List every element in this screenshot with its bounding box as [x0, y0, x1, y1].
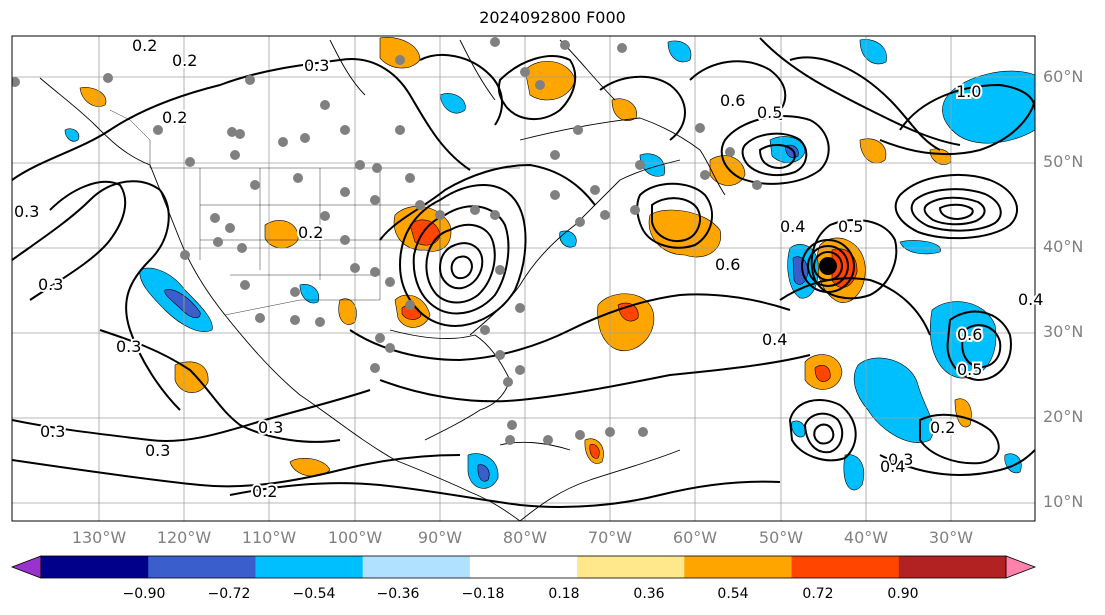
- colorbar-left-extend: [10, 555, 42, 579]
- lon-label: 130°W: [71, 528, 127, 547]
- colorbar-tick-label: 0.18: [548, 586, 580, 602]
- contour-label: 0.2: [758, 105, 783, 124]
- colorbar-right-extend: [1005, 555, 1037, 579]
- lat-label: 40°N: [1043, 237, 1084, 256]
- lon-label: 100°W: [327, 528, 383, 547]
- colorbar-cell: [898, 556, 1007, 578]
- contour-label: 1.0: [956, 82, 981, 101]
- contour-label: 0.5: [757, 103, 782, 122]
- contour-labels: 0.2 0.2 0.3 0.2 0.3 0.3 0.3 0.2 0.3 0.2 …: [12, 34, 1045, 503]
- lon-label: 120°W: [156, 528, 212, 547]
- contour-label: 0.2: [298, 223, 323, 242]
- colorbar-cell: [148, 556, 256, 578]
- contour-label: 0.4: [880, 457, 905, 476]
- contour-label: 0.4: [780, 217, 805, 236]
- colorbar-cell: [41, 556, 149, 578]
- contour-label: 0.2: [132, 36, 157, 55]
- colorbar-cells: [41, 556, 1007, 578]
- contour-label: 0.3: [145, 441, 170, 460]
- cyclone-center: [801, 239, 855, 293]
- colorbar-tick-label: 0.54: [717, 586, 749, 602]
- map-content: [12, 36, 1035, 521]
- contour-label: 0.2: [252, 482, 277, 501]
- lat-label: 50°N: [1043, 152, 1084, 171]
- contour-label: 0.3: [304, 56, 329, 75]
- lon-label: 110°W: [241, 528, 297, 547]
- colorbar-tick-label: −0.18: [461, 586, 505, 602]
- graticule: [12, 36, 1035, 521]
- lon-label: 30°W: [928, 528, 974, 547]
- colorbar-cell: [255, 556, 364, 578]
- lon-label: 60°W: [672, 528, 718, 547]
- colorbar-cell: [791, 556, 900, 578]
- lon-label: 90°W: [417, 528, 463, 547]
- colorbar-tick-label: 0.90: [887, 586, 919, 602]
- contour-label: 0.6: [720, 91, 745, 110]
- station-dots: [12, 37, 762, 445]
- lon-label: 40°W: [843, 528, 889, 547]
- contour-label: 0.5: [957, 360, 982, 379]
- contour-label: 0.6: [957, 325, 982, 344]
- contour-label: 0.2: [930, 418, 955, 437]
- contour-label: 0.3: [116, 337, 141, 356]
- map-title: 2024092800 F000: [479, 8, 626, 27]
- contour-label: 0.2: [172, 51, 197, 70]
- colorbar-cell: [362, 556, 471, 578]
- lat-label: 60°N: [1043, 67, 1084, 86]
- lon-label: 50°W: [758, 528, 804, 547]
- colorbar-tick-label: 0.36: [633, 586, 665, 602]
- colorbar-frame: [40, 555, 1007, 579]
- colorbar-cell: [577, 556, 685, 578]
- contour-label: 0.4: [1018, 290, 1043, 309]
- colorbar: [10, 555, 1037, 579]
- colorbar-cell: [469, 556, 578, 578]
- contours: [12, 37, 1035, 508]
- map-frame: [11, 35, 1036, 522]
- contour-label: 0.4: [762, 330, 787, 349]
- contour-label: 0.2: [162, 108, 187, 127]
- lon-label: 80°W: [502, 528, 548, 547]
- lat-label: 30°N: [1043, 322, 1084, 341]
- contour-label: 0.3: [258, 418, 283, 437]
- contour-label: 0.5: [838, 217, 863, 236]
- colorbar-tick-label: 0.72: [802, 586, 834, 602]
- lat-label: 10°N: [1043, 492, 1084, 511]
- contour-label: 0.3: [40, 422, 65, 441]
- state-borders: [109, 109, 520, 330]
- colorbar-tick-label: −0.90: [122, 586, 166, 602]
- lat-label: 20°N: [1043, 407, 1084, 426]
- colorbar-cell: [684, 556, 793, 578]
- contour-label: 0.6: [715, 255, 740, 274]
- colorbar-tick-label: −0.36: [376, 586, 420, 602]
- colorbar-tick-label: −0.72: [207, 586, 251, 602]
- contour-label: 0.3: [14, 202, 39, 221]
- contour-label: 0.3: [888, 450, 913, 469]
- negative-shading: [64, 39, 1035, 491]
- contour-label: 0.3: [38, 275, 63, 294]
- colorbar-tick-label: −0.54: [292, 586, 336, 602]
- lon-label: 70°W: [587, 528, 633, 547]
